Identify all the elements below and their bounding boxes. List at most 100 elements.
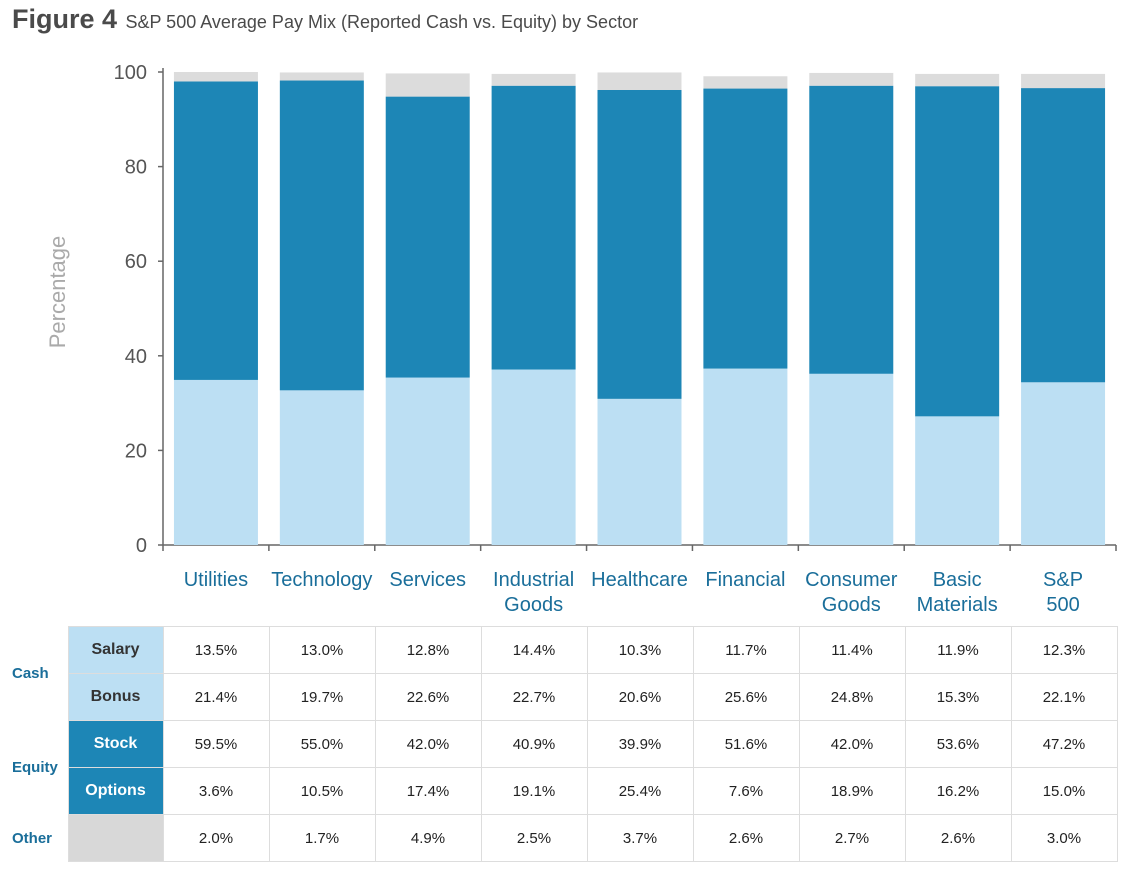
table-cell: 10.5% [268,767,376,815]
row-label: Stock [67,720,164,768]
table-cell: 3.0% [1010,814,1118,862]
table-cell: 51.6% [692,720,800,768]
cash-segment [809,373,894,545]
table-cell: 19.7% [268,673,376,721]
group-label-other: Other [12,829,53,847]
table-cell: 39.9% [586,720,694,768]
table-cell: 42.0% [798,720,906,768]
table-cell: 2.6% [904,814,1012,862]
equity-segment [491,85,576,370]
table-cell: 2.7% [798,814,906,862]
table-cell: 47.2% [1010,720,1118,768]
table-cell: 10.3% [586,626,694,674]
table-cell: 55.0% [268,720,376,768]
table-cell: 42.0% [374,720,482,768]
cash-segment [597,398,682,545]
table-cell: 13.5% [162,626,270,674]
table-cell: 16.2% [904,767,1012,815]
row-label: Salary [67,626,164,674]
table-cell: 22.6% [374,673,482,721]
cash-segment [703,368,788,545]
figure-number: Figure 4 [12,4,118,34]
table-row: Equity Stock 59.5% 55.0% 42.0% 40.9% 39.9% 51.6… [0,720,1118,776]
y-tick-label: 60 [125,251,147,273]
equity-segment [597,89,682,399]
x-category-label: Financial [705,569,785,591]
stacked-bar-chart: 0 20 40 60 80 100 Utilities Technology Services I… [114,62,1117,616]
x-category-label: Services [389,569,466,591]
y-tick-label: 100 [114,62,147,84]
other-segment [491,73,576,86]
y-tick-label: 0 [136,535,147,557]
table-cell: 7.6% [692,767,800,815]
cash-segment [491,369,576,545]
table-cell: 19.1% [480,767,588,815]
table-row: Bonus 21.4% 19.7% 22.6% 22.7% 20.6% 25.6% 24.8%… [0,673,1118,721]
table-cell: 24.8% [798,673,906,721]
cash-segment [385,377,470,545]
group-label-equity: Equity [12,759,58,776]
table-row: Other 2.0% 1.7% 4.9% 2.5% 3.7% 2.6% 2.7% 2.6% 3.0… [0,814,1118,862]
y-axis-title-wrap: Percentage [0,200,120,400]
table-cell: 40.9% [480,720,588,768]
table-cell: 59.5% [162,720,270,768]
table-cell: 25.4% [586,767,694,815]
table-cell: 22.7% [480,673,588,721]
equity-segment [173,81,258,380]
table-cell: 21.4% [162,673,270,721]
table-cell: 2.6% [692,814,800,862]
row-label: Bonus [67,673,164,721]
table-cell: 1.7% [268,814,376,862]
table-cell: 11.7% [692,626,800,674]
x-category-label: Technology [271,569,372,591]
x-category-label: Consumer Goods [805,569,898,616]
y-tick-label: 40 [125,346,147,368]
table-cell: 4.9% [374,814,482,862]
other-segment [597,72,682,90]
table-cell: 12.3% [1010,626,1118,674]
cash-segment [173,379,258,545]
table-cell: 12.8% [374,626,482,674]
cash-segment [915,416,1000,545]
cash-segment [279,390,364,545]
row-label [67,814,164,862]
equity-segment [809,85,894,374]
pay-mix-table-body: Cash Salary 13.5% 13.0% 12.8% 14.4% 10.3% 11.7%… [0,626,1118,862]
y-tick-label: 20 [125,440,147,462]
cash-segment [1021,382,1106,545]
other-segment [173,72,258,82]
y-tick-label: 80 [125,157,147,179]
x-category-label: Industrial Goods [493,569,574,616]
group-label-cash: Cash [12,665,49,682]
table-cell: 2.0% [162,814,270,862]
other-segment [1021,73,1106,89]
equity-segment [385,96,470,378]
chart-title: Figure 4 S&P 500 Average Pay Mix (Report… [12,4,638,35]
equity-segment [279,80,364,391]
table-row: Cash Salary 13.5% 13.0% 12.8% 14.4% 10.3% 11.7%… [0,626,1118,682]
row-label: Options [67,767,164,815]
table-cell: 3.7% [586,814,694,862]
x-category-label: Basic Materials [917,569,998,616]
table-cell: 14.4% [480,626,588,674]
pay-mix-table: Cash Salary 13.5% 13.0% 12.8% 14.4% 10.3% 11.7%… [0,626,1118,862]
table-cell: 25.6% [692,673,800,721]
table-cell: 53.6% [904,720,1012,768]
table-cell: 20.6% [586,673,694,721]
equity-segment [915,86,1000,417]
table-cell: 13.0% [268,626,376,674]
other-segment [703,76,788,89]
table-row: Options 3.6% 10.5% 17.4% 19.1% 25.4% 7.6% 18.9%… [0,767,1118,815]
other-segment [385,73,470,97]
x-category-label: S&P 500 [1043,569,1083,616]
other-segment [915,73,1000,87]
table-cell: 22.1% [1010,673,1118,721]
table-cell: 18.9% [798,767,906,815]
table-cell: 2.5% [480,814,588,862]
table-cell: 17.4% [374,767,482,815]
equity-segment [1021,88,1106,383]
other-segment [809,72,894,86]
y-axis-title: Percentage [45,235,70,349]
x-category-label: Utilities [184,569,248,591]
table-cell: 15.0% [1010,767,1118,815]
